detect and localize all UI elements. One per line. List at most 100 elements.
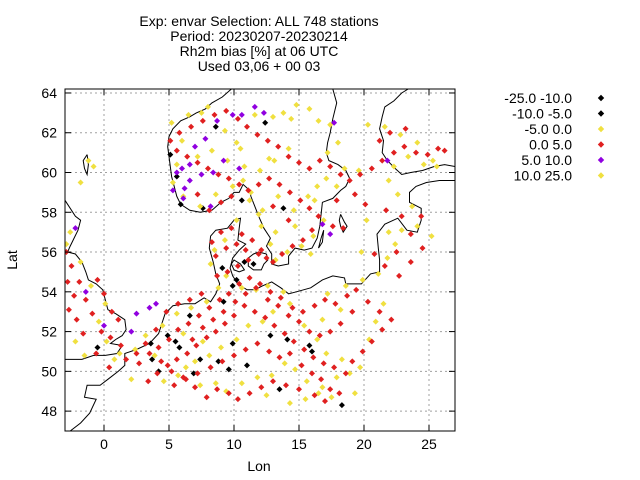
station-marker	[175, 300, 182, 307]
station-marker	[280, 109, 287, 116]
station-marker	[331, 119, 338, 126]
station-marker	[322, 398, 328, 405]
station-marker	[296, 159, 302, 166]
station-marker	[318, 376, 325, 383]
station-marker	[185, 320, 192, 327]
y-tick-label: 56	[41, 244, 57, 260]
station-marker	[314, 183, 321, 190]
station-marker	[381, 123, 388, 130]
station-marker	[192, 143, 198, 150]
station-marker	[173, 147, 180, 154]
station-marker	[288, 115, 295, 122]
station-marker	[180, 330, 187, 337]
station-marker	[207, 364, 214, 371]
legend-label: 10.0 25.0	[514, 168, 573, 184]
station-marker	[185, 111, 192, 118]
station-marker	[207, 260, 214, 267]
station-marker	[123, 356, 130, 363]
station-marker	[266, 348, 273, 355]
station-marker	[379, 326, 386, 333]
station-marker	[333, 374, 340, 381]
station-marker	[401, 143, 408, 150]
station-marker	[142, 340, 149, 347]
station-marker	[424, 151, 431, 158]
station-marker	[371, 251, 378, 258]
station-marker	[94, 276, 101, 283]
x-tick-label: 10	[226, 436, 242, 452]
station-marker	[224, 268, 231, 275]
station-marker	[428, 233, 435, 240]
legend-marker	[597, 141, 605, 148]
station-marker	[306, 105, 313, 112]
station-marker	[195, 312, 202, 319]
station-marker	[384, 157, 391, 164]
station-marker	[238, 284, 245, 291]
station-marker	[168, 119, 175, 126]
station-marker	[306, 205, 313, 212]
station-marker	[306, 165, 313, 172]
station-marker	[88, 282, 94, 289]
station-marker	[169, 187, 176, 194]
station-marker	[289, 304, 296, 311]
station-marker	[153, 326, 159, 333]
x-axis-label: Lon	[247, 458, 270, 474]
station-marker	[175, 372, 182, 379]
station-marker	[332, 300, 339, 307]
station-marker	[233, 336, 240, 343]
station-marker	[82, 288, 89, 295]
station-marker	[266, 155, 273, 162]
station-marker	[327, 231, 334, 238]
station-marker	[379, 157, 386, 164]
station-marker	[173, 161, 180, 168]
station-marker	[194, 370, 201, 377]
station-marker	[259, 207, 266, 214]
legend: -25.0 -10.0-10.0 -5.0-5.0 0.00.0 5.05.0 …	[504, 90, 605, 184]
station-marker	[315, 213, 322, 220]
station-marker	[284, 249, 291, 256]
station-marker	[285, 217, 292, 224]
legend-marker	[597, 125, 605, 133]
station-marker	[115, 316, 122, 323]
station-marker	[293, 101, 300, 108]
station-marker	[253, 284, 260, 291]
station-marker	[218, 199, 224, 206]
station-marker	[81, 352, 88, 359]
station-marker	[267, 288, 274, 295]
station-marker	[276, 181, 283, 188]
station-marker	[429, 157, 436, 164]
station-marker	[281, 330, 288, 337]
station-marker	[390, 163, 397, 170]
station-marker	[184, 153, 191, 160]
station-marker	[362, 201, 369, 208]
station-marker	[149, 356, 156, 363]
station-marker	[241, 163, 248, 170]
station-marker	[397, 131, 404, 138]
station-marker	[197, 382, 204, 389]
station-marker	[172, 338, 179, 345]
station-marker	[306, 328, 313, 335]
y-tick-label: 60	[41, 165, 57, 181]
station-marker	[160, 378, 167, 385]
station-marker	[301, 346, 308, 353]
station-marker	[82, 296, 89, 303]
station-marker	[315, 117, 322, 124]
station-marker	[263, 392, 270, 399]
station-marker	[311, 197, 318, 204]
station-marker	[272, 229, 279, 236]
station-marker	[405, 153, 412, 160]
y-tick-label: 52	[41, 324, 57, 340]
station-marker	[215, 358, 222, 365]
coastline	[82, 154, 89, 177]
y-tick-label: 54	[41, 284, 57, 300]
station-marker	[192, 384, 198, 391]
station-marker	[214, 386, 221, 393]
station-marker	[154, 370, 161, 377]
station-marker	[299, 237, 306, 244]
station-marker	[233, 217, 240, 224]
x-tick-labels: 0 5 10 15 20 25	[100, 436, 437, 452]
station-marker	[173, 310, 180, 317]
station-marker	[218, 229, 224, 236]
station-marker	[331, 364, 338, 371]
station-marker	[258, 223, 265, 230]
station-marker	[155, 344, 162, 351]
